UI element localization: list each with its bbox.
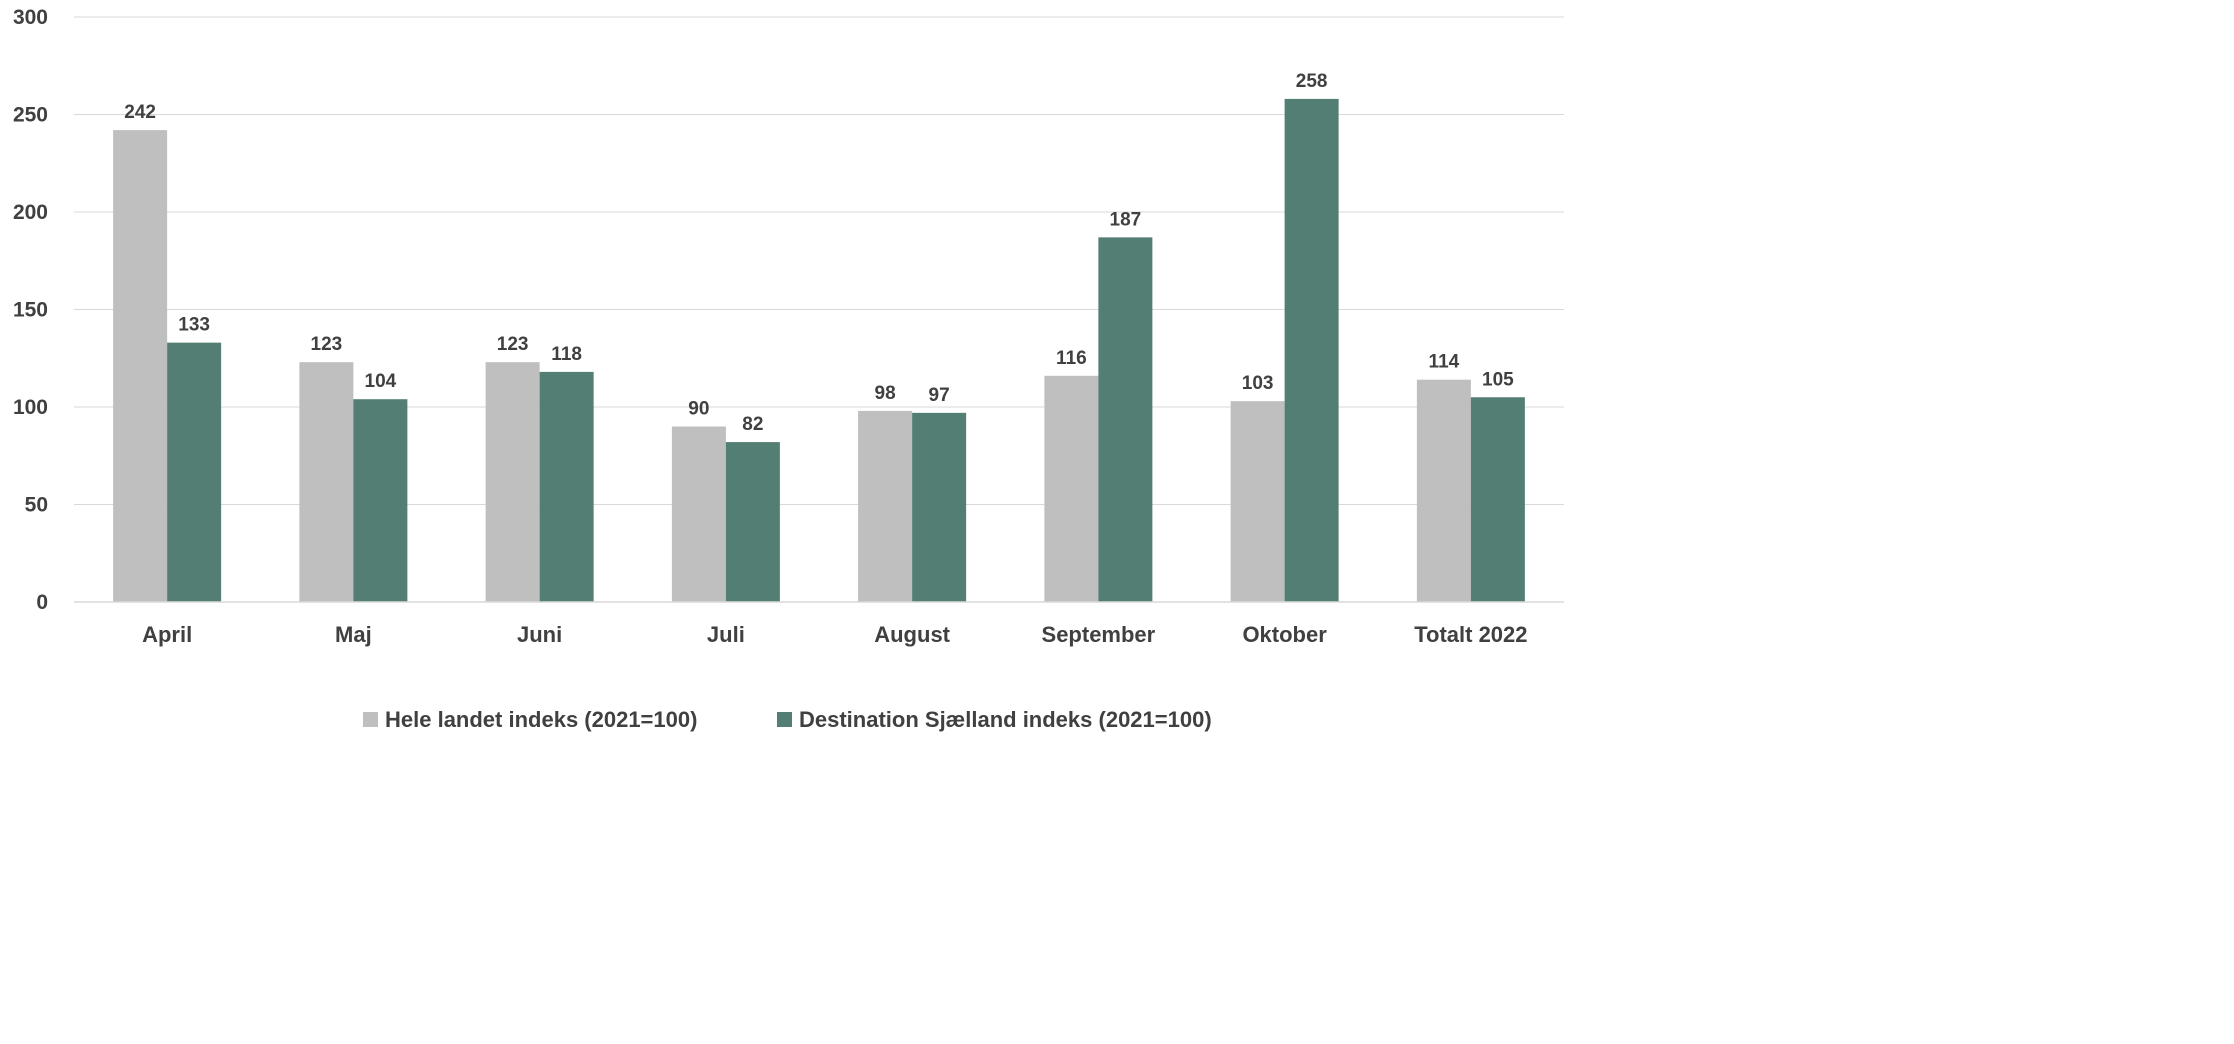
bar-destination-sjaelland — [912, 412, 967, 602]
y-tick-label: 100 — [13, 396, 48, 419]
x-tick-label: Juli — [707, 622, 745, 647]
data-label: 98 — [875, 383, 896, 404]
x-tick-label: September — [1042, 622, 1156, 647]
bar-destination-sjaelland — [1284, 98, 1339, 603]
legend: Hele landet indeks (2021=100) Destination… — [363, 707, 1212, 732]
data-label: 123 — [497, 334, 529, 355]
data-labels: 242 133 123 104 123 118 90 82 98 97 116 187 103 258 11… — [124, 71, 1514, 435]
data-label: 123 — [311, 334, 343, 355]
bar-destination-sjaelland — [539, 371, 594, 602]
bar-hele-landet — [1044, 375, 1099, 602]
bar-destination-sjaelland — [353, 399, 408, 602]
bar-destination-sjaelland — [725, 442, 780, 602]
bar-hele-landet — [671, 426, 726, 602]
x-tick-label: August — [874, 622, 950, 647]
bar-hele-landet — [113, 130, 168, 602]
bar-hele-landet — [1416, 379, 1471, 602]
x-tick-label: Totalt 2022 — [1414, 622, 1527, 647]
legend-item-destination-sjaelland: Destination Sjælland indeks (2021=100) — [777, 707, 1212, 732]
y-axis: 0 50 100 150 200 250 300 — [13, 6, 48, 614]
legend-item-hele-landet: Hele landet indeks (2021=100) — [363, 707, 697, 732]
bars — [113, 98, 1525, 603]
legend-swatch — [363, 712, 378, 727]
x-tick-label: Oktober — [1242, 622, 1327, 647]
y-tick-label: 300 — [13, 6, 48, 29]
bar-chart: 0 50 100 150 200 250 300 242 133 123 104 123 118 90 8… — [13, 6, 1564, 732]
data-label: 114 — [1429, 352, 1460, 373]
data-label: 258 — [1296, 71, 1328, 92]
data-label: 104 — [365, 371, 397, 392]
data-label: 187 — [1110, 209, 1142, 230]
x-tick-label: April — [142, 622, 192, 647]
bar-hele-landet — [299, 362, 354, 602]
bar-destination-sjaelland — [167, 342, 222, 602]
legend-swatch — [777, 712, 792, 727]
y-tick-label: 50 — [25, 494, 48, 517]
x-axis: April Maj Juni Juli August September Oktober To… — [74, 601, 1564, 647]
data-label: 118 — [551, 344, 582, 365]
y-tick-label: 0 — [36, 591, 48, 614]
y-tick-label: 250 — [13, 104, 48, 127]
data-label: 133 — [178, 315, 210, 336]
x-tick-label: Maj — [335, 622, 372, 647]
data-label: 103 — [1242, 373, 1274, 394]
gridlines — [74, 16, 1564, 505]
legend-label: Hele landet indeks (2021=100) — [385, 707, 697, 732]
bar-hele-landet — [858, 410, 913, 602]
data-label: 90 — [688, 399, 709, 420]
legend-label: Destination Sjælland indeks (2021=100) — [799, 707, 1212, 732]
y-tick-label: 150 — [13, 299, 48, 322]
bar-hele-landet — [485, 362, 540, 602]
data-label: 82 — [742, 414, 763, 435]
bar-hele-landet — [1230, 401, 1285, 602]
data-label: 242 — [124, 102, 156, 123]
data-label: 116 — [1056, 348, 1087, 369]
bar-destination-sjaelland — [1470, 397, 1525, 602]
y-tick-label: 200 — [13, 201, 48, 224]
data-label: 105 — [1482, 369, 1514, 390]
x-tick-label: Juni — [517, 622, 562, 647]
bar-destination-sjaelland — [1098, 237, 1153, 602]
data-label: 97 — [929, 385, 950, 406]
